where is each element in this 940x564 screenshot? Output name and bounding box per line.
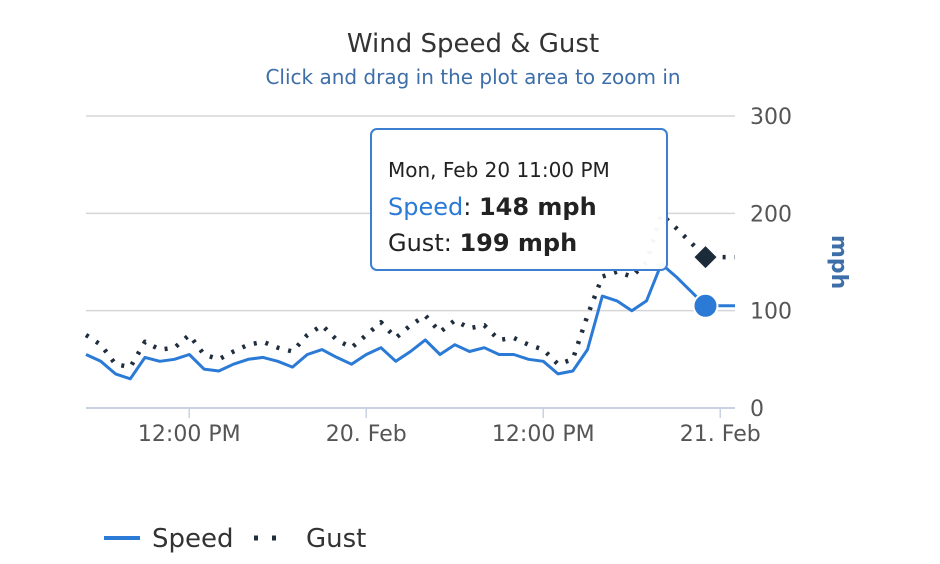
- x-tick-label: 21. Feb: [680, 422, 761, 447]
- tooltip-speed-row: Speed: 148 mph: [388, 193, 597, 221]
- x-tick-label: 12:00 PM: [492, 422, 595, 447]
- tooltip-speed-label: Speed: [388, 193, 463, 221]
- hover-marker-speed: [692, 292, 719, 319]
- y-tick-label: 300: [750, 105, 792, 130]
- legend: Speed Gust: [104, 524, 366, 554]
- hover-marker-gust: [694, 246, 717, 269]
- x-tick-label: 20. Feb: [326, 422, 407, 447]
- tooltip: Mon, Feb 20 11:00 PM Speed: 148 mph Gust…: [370, 128, 668, 271]
- legend-speed-label: Speed: [152, 524, 234, 554]
- y-axis-label: mph: [826, 235, 851, 289]
- y-tick-label: 200: [750, 202, 792, 227]
- tooltip-box: [370, 128, 668, 271]
- tooltip-gust-row: Gust: 199 mph: [388, 229, 577, 257]
- series-line-speed[interactable]: [85, 262, 735, 381]
- y-tick-label: 0: [750, 397, 764, 422]
- series-line-gust[interactable]: [84, 212, 735, 370]
- tooltip-speed-value: 148 mph: [479, 193, 597, 221]
- chart-title: Wind Speed & Gust: [347, 29, 599, 59]
- y-axis-ticks: 0 100 200 300: [750, 105, 792, 422]
- x-tick-label: 12:00 PM: [138, 422, 241, 447]
- legend-gust-label: Gust: [306, 524, 366, 554]
- legend-item-speed[interactable]: Speed: [104, 524, 234, 554]
- legend-item-gust[interactable]: Gust: [254, 524, 366, 554]
- tooltip-gust-label: Gust: [388, 229, 444, 257]
- tooltip-gust-value: 199 mph: [459, 229, 577, 257]
- y-tick-label: 100: [750, 300, 792, 325]
- chart-subtitle: Click and drag in the plot area to zoom …: [265, 65, 680, 89]
- tooltip-header: Mon, Feb 20 11:00 PM: [388, 158, 610, 182]
- plot-area[interactable]: [84, 212, 735, 381]
- x-axis: 12:00 PM 20. Feb 12:00 PM 21. Feb: [138, 408, 761, 447]
